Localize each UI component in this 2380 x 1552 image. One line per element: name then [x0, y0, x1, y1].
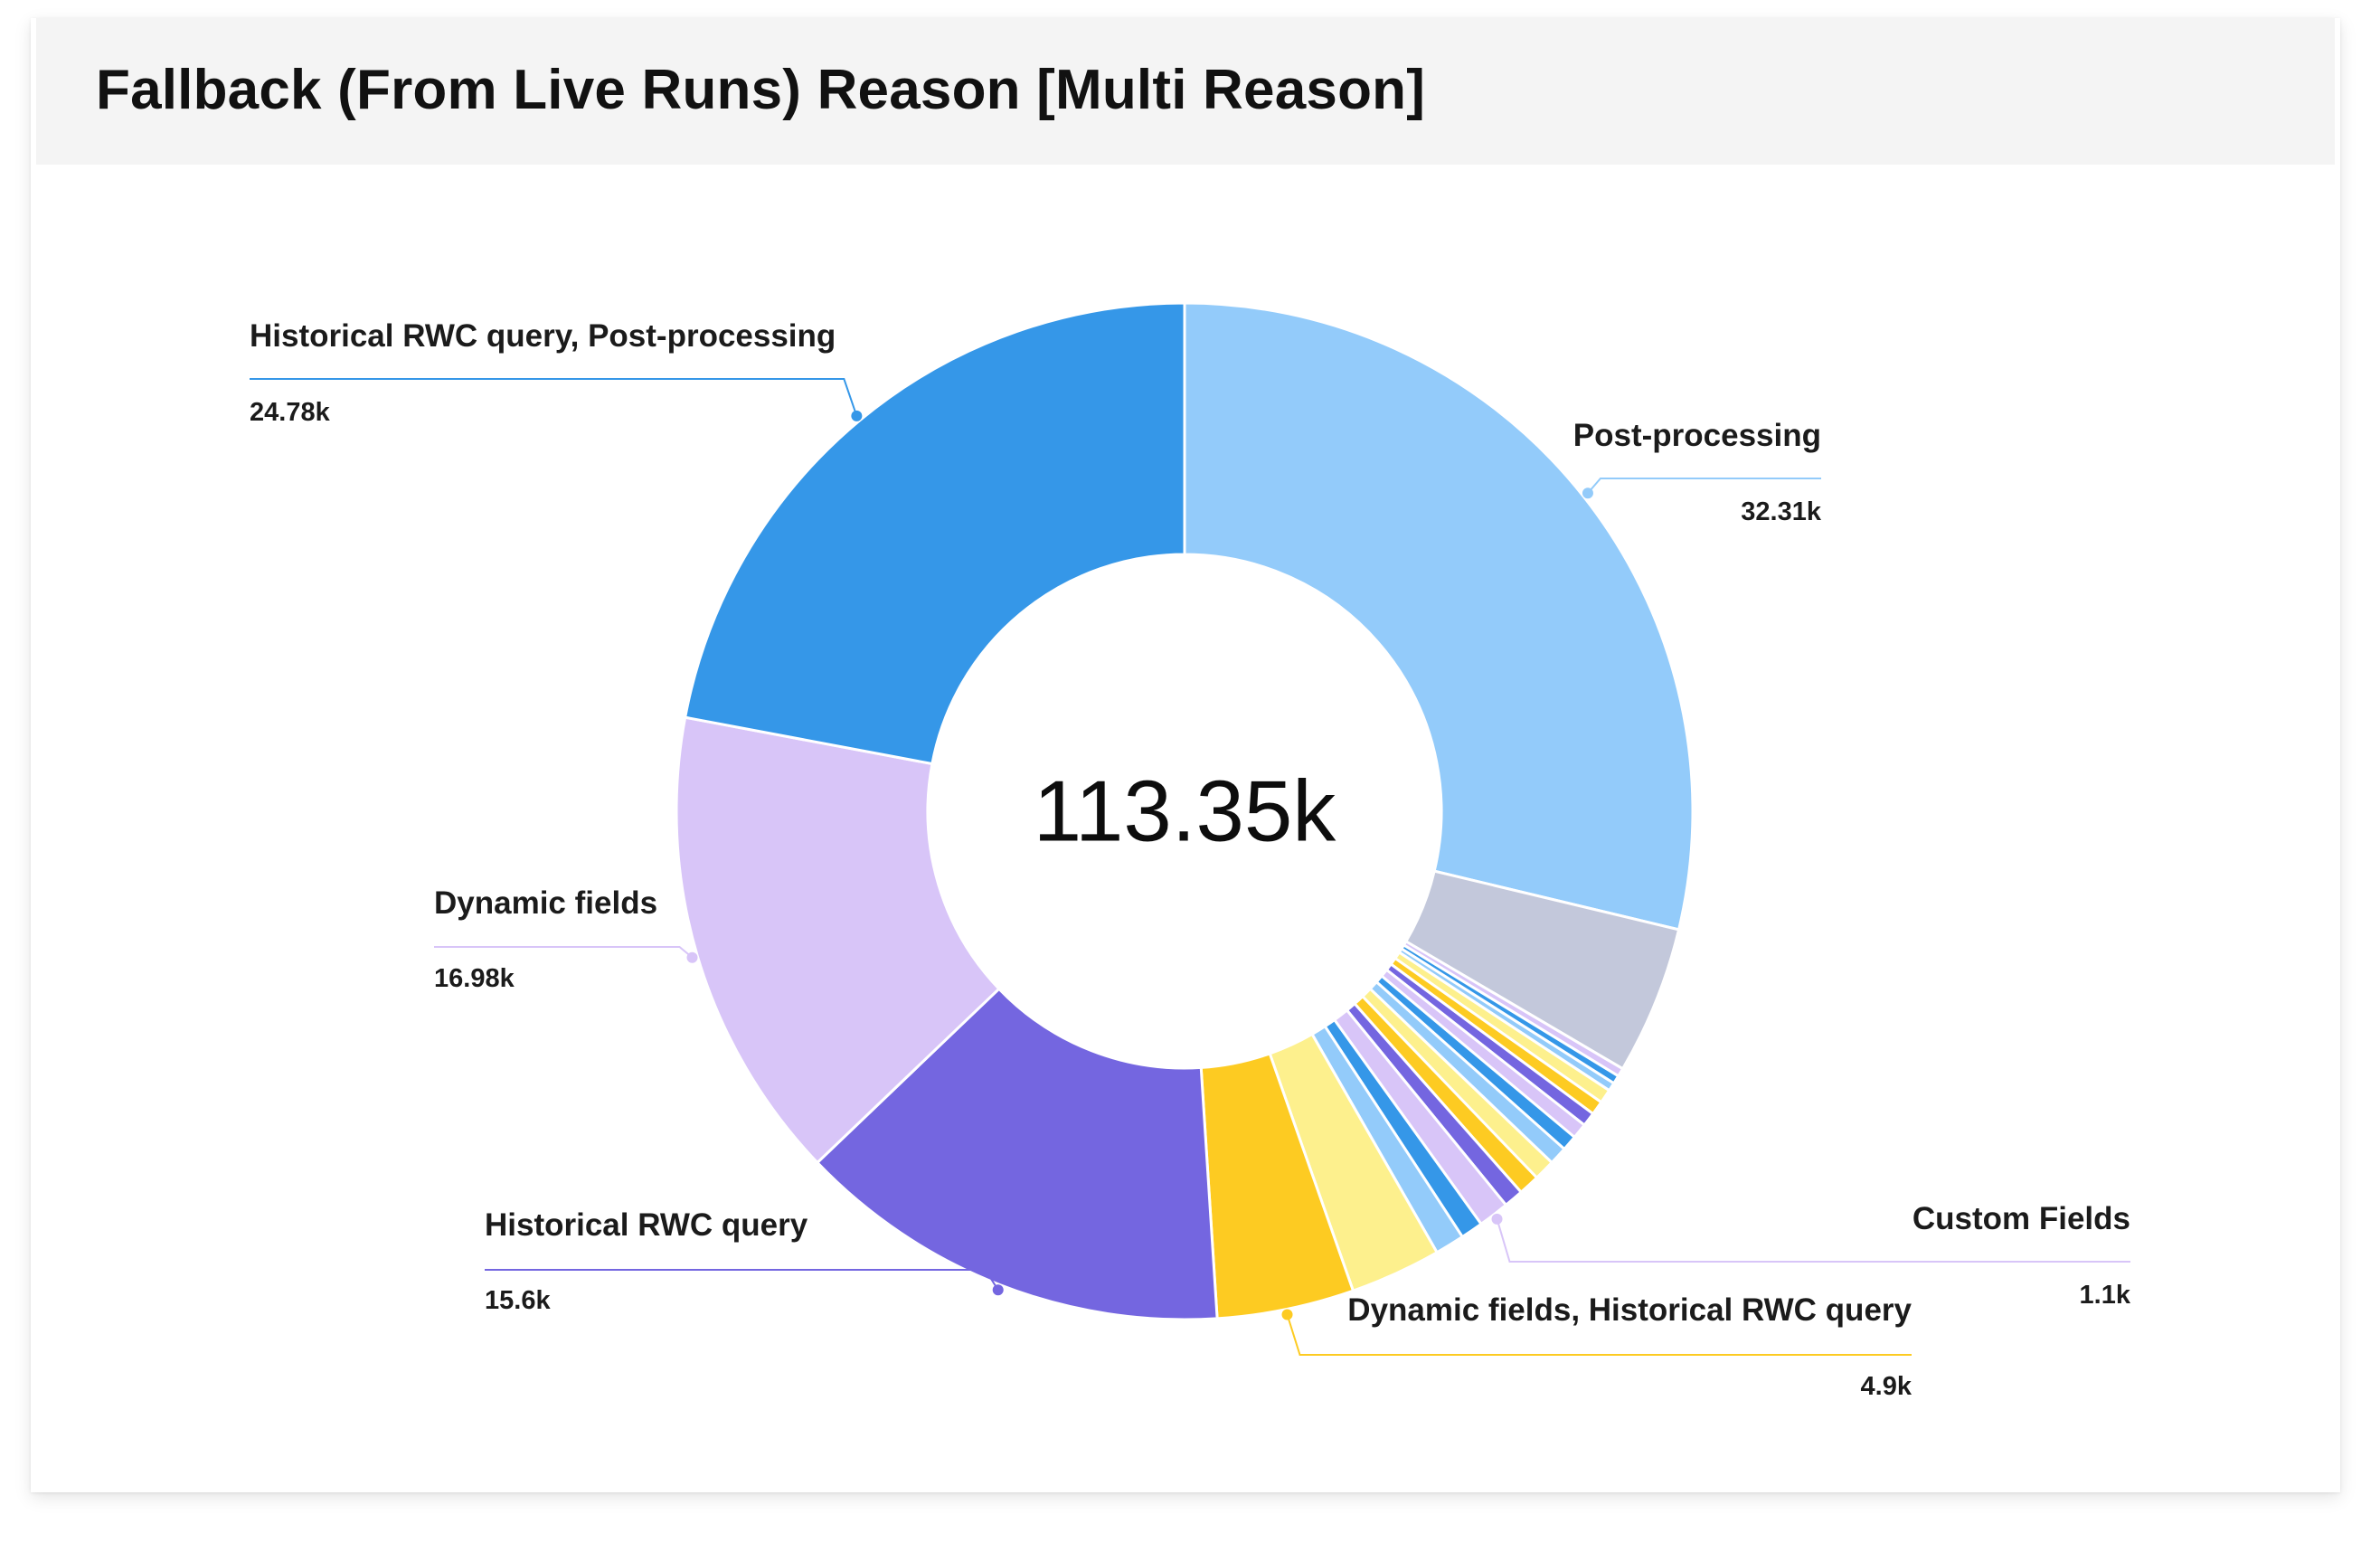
- slice-label-value: 32.31k: [1741, 497, 1822, 526]
- chart-card: Fallback (From Live Runs) Reason [Multi …: [31, 18, 2340, 1492]
- slice-label-value: 15.6k: [485, 1286, 551, 1315]
- leader-line: [250, 378, 858, 417]
- donut-slice[interactable]: [1183, 301, 1695, 932]
- donut-slices: [675, 301, 1695, 1321]
- slice-label-value: 16.98k: [434, 964, 515, 993]
- slice-label-value: 24.78k: [250, 398, 331, 427]
- donut-chart: Post-processing 32.31k Custom Fields 1.1k Dy…: [250, 301, 2131, 1401]
- leader-line: [485, 1269, 999, 1291]
- leader-line: [1587, 478, 1821, 494]
- slice-label-value: 1.1k: [2080, 1281, 2131, 1310]
- panel-header: Fallback (From Live Runs) Reason [Multi …: [36, 18, 2335, 165]
- donut-center-total: 113.35k: [1034, 763, 1337, 860]
- slice-labels: Post-processing 32.31k Custom Fields 1.1k Dy…: [250, 318, 2131, 1401]
- leader-dot: [1281, 1309, 1293, 1320]
- leader-dot: [992, 1284, 1004, 1296]
- leader-line: [1286, 1314, 1912, 1356]
- leader-dot: [686, 951, 698, 963]
- leader-dot: [851, 410, 863, 421]
- donut-slice[interactable]: [683, 301, 1186, 766]
- leader-dot: [1582, 487, 1593, 499]
- slice-label-name: Historical RWC query: [485, 1207, 808, 1243]
- slice-label-value: 4.9k: [1861, 1372, 1912, 1401]
- leader-line: [434, 946, 694, 959]
- slice-label-name: Historical RWC query, Post-processing: [250, 318, 836, 354]
- slice-leader-lines: [250, 378, 2130, 1356]
- slice-label-name: Dynamic fields, Historical RWC query: [1347, 1292, 1912, 1328]
- slice-label-name: Custom Fields: [1912, 1201, 2130, 1236]
- leader-dot: [1491, 1213, 1503, 1225]
- slice-label-name: Dynamic fields: [434, 885, 657, 921]
- donut-slice[interactable]: [675, 715, 1001, 1165]
- leader-line: [1496, 1218, 2130, 1263]
- donut-slice[interactable]: [815, 987, 1219, 1321]
- panel-title: Fallback (From Live Runs) Reason [Multi …: [96, 59, 1426, 121]
- slice-label-name: Post-processing: [1573, 418, 1821, 453]
